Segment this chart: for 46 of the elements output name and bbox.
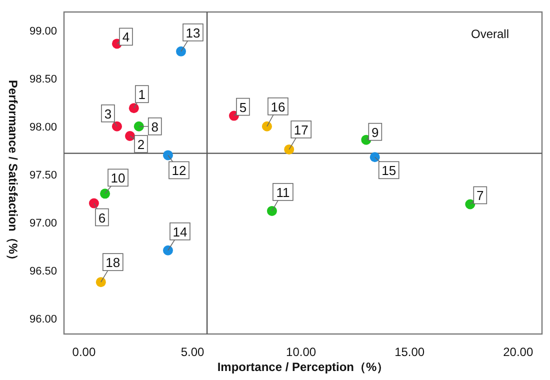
point (370, 152, 380, 162)
point (162, 150, 173, 160)
x-tick-label: 5.00 (180, 345, 205, 359)
y-axis-title: Performance / Satisfaction（%） (6, 80, 20, 266)
annotation: 14 (172, 224, 188, 240)
point (96, 277, 106, 288)
point (266, 206, 277, 216)
annotation: 18 (106, 255, 120, 270)
y-tick-label: 96.00 (29, 314, 57, 326)
point (262, 121, 272, 132)
point (284, 144, 294, 154)
y-tick-label: 96.50 (29, 266, 57, 278)
annotation: 6 (98, 210, 106, 226)
annotation: 15 (382, 163, 396, 178)
annotation: 12 (172, 163, 186, 178)
point (128, 103, 139, 114)
point (134, 121, 144, 132)
y-tick-label: 98.00 (29, 121, 57, 134)
annotation: 10 (110, 170, 126, 186)
annotation: 3 (104, 106, 112, 122)
x-tick-label: 20.00 (503, 345, 534, 359)
point (88, 198, 99, 208)
annotation: 8 (151, 119, 159, 134)
point (100, 188, 110, 199)
annotation: 2 (137, 136, 145, 152)
annotation: 7 (476, 188, 484, 204)
y-tick-label: 97.50 (29, 169, 57, 182)
x-axis-title: Importance / Perception（%） (217, 360, 389, 374)
y-tick-label: 99.00 (29, 25, 57, 38)
annotation: 1 (138, 87, 146, 102)
annotation: Overall (470, 27, 510, 41)
annotation: 4 (122, 30, 130, 45)
point (112, 121, 122, 132)
x-tick-label: 10.00 (286, 345, 316, 359)
annotation: 16 (270, 99, 286, 114)
point (162, 245, 173, 256)
annotation: 13 (186, 25, 200, 40)
annotation: 11 (276, 184, 290, 200)
x-tick-label: 0.00 (72, 345, 96, 359)
point (176, 46, 186, 56)
y-tick-label: 97.00 (29, 218, 57, 230)
y-tick-label: 98.50 (29, 73, 57, 86)
x-tick-label: 15.00 (394, 345, 425, 359)
annotation: 9 (372, 124, 379, 140)
annotation: 5 (239, 100, 247, 115)
annotation: 17 (294, 122, 308, 138)
